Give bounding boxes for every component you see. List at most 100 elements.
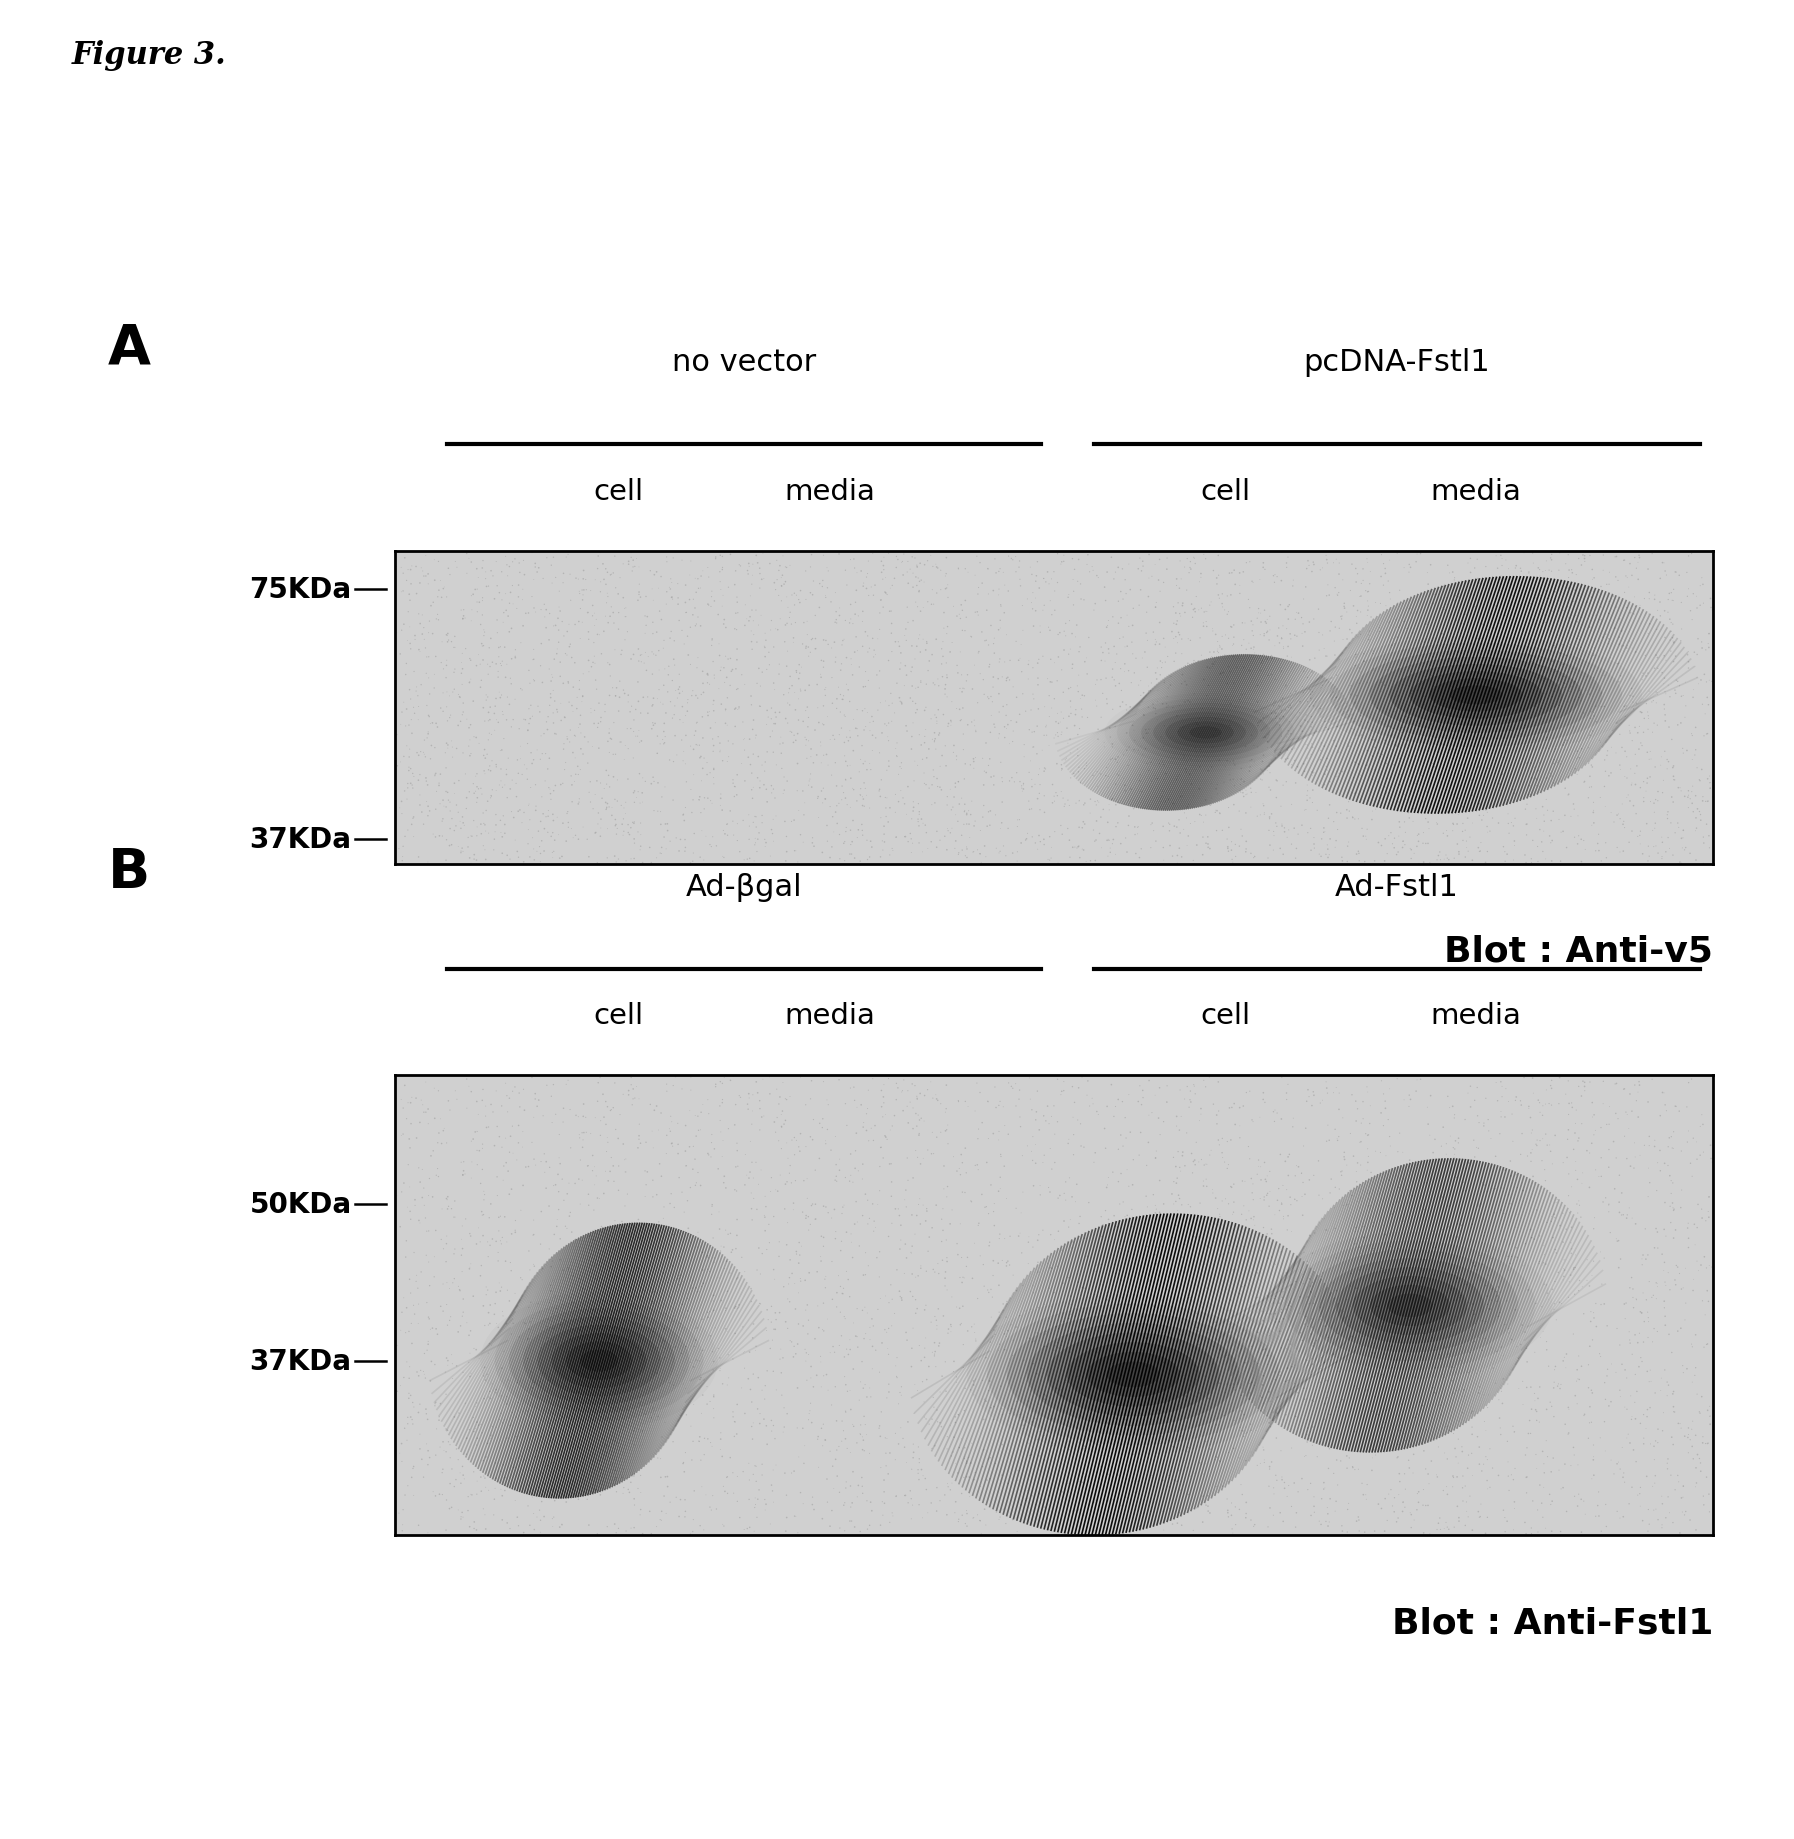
Point <box>1677 721 1706 750</box>
Point <box>1591 1184 1620 1214</box>
Point <box>429 793 457 822</box>
Point <box>1098 785 1127 815</box>
Point <box>1313 831 1342 861</box>
Point <box>579 1315 608 1344</box>
Point <box>1677 1414 1706 1444</box>
Point <box>836 1396 865 1425</box>
Point <box>1589 1067 1618 1096</box>
Point <box>649 822 678 851</box>
Point <box>509 848 538 877</box>
Point <box>1137 1098 1166 1127</box>
Point <box>1114 1451 1143 1480</box>
Point <box>949 1354 978 1383</box>
Point <box>682 1122 710 1151</box>
Point <box>854 581 883 611</box>
Point <box>535 1442 563 1471</box>
Point <box>1329 625 1358 655</box>
Point <box>1347 570 1376 600</box>
Point <box>773 1313 802 1342</box>
Point <box>1584 820 1613 850</box>
Point <box>1109 623 1137 653</box>
Point <box>1634 831 1663 861</box>
Point <box>1021 1105 1049 1135</box>
Point <box>1335 1177 1363 1206</box>
Point <box>696 758 725 787</box>
Point <box>1014 585 1042 614</box>
Point <box>1672 1497 1701 1526</box>
Point <box>1616 754 1645 783</box>
Point <box>637 1210 666 1239</box>
Point <box>942 601 971 631</box>
Point <box>649 1258 678 1287</box>
Point <box>990 1061 1019 1091</box>
Point <box>1241 778 1270 807</box>
Point <box>1032 568 1060 598</box>
Point <box>601 574 630 603</box>
Point <box>413 725 441 754</box>
Point <box>709 817 737 846</box>
Point <box>1299 1392 1328 1422</box>
Point <box>457 850 486 879</box>
Point <box>1159 625 1188 655</box>
Point <box>917 541 945 570</box>
Point <box>945 1210 974 1239</box>
Point <box>974 752 1003 782</box>
Point <box>1067 585 1096 614</box>
Point <box>1685 798 1713 828</box>
Point <box>931 680 960 710</box>
Point <box>1005 1302 1033 1331</box>
Point <box>1308 1258 1337 1287</box>
Point <box>958 787 987 817</box>
Point <box>1466 802 1494 831</box>
Point <box>1236 677 1265 706</box>
Point <box>493 1228 522 1258</box>
Point <box>508 576 536 605</box>
Point <box>899 1491 927 1521</box>
Point <box>1180 1151 1209 1181</box>
Point <box>1055 1164 1084 1194</box>
Point <box>1058 1072 1087 1102</box>
Point <box>762 1451 791 1480</box>
Point <box>1528 817 1557 846</box>
Point <box>947 706 976 736</box>
Point <box>1649 1490 1677 1519</box>
Point <box>409 1462 438 1491</box>
Point <box>1186 1352 1215 1381</box>
Point <box>472 686 501 715</box>
Point <box>1265 1308 1293 1337</box>
Point <box>1512 820 1541 850</box>
Point <box>753 702 782 732</box>
Point <box>1654 1482 1683 1512</box>
Point <box>1487 565 1516 594</box>
Point <box>1197 1379 1225 1409</box>
Point <box>536 680 565 710</box>
Point <box>1650 1216 1679 1245</box>
Point <box>786 1137 814 1166</box>
Point <box>1541 623 1570 653</box>
Point <box>1503 680 1532 710</box>
Point <box>1195 638 1224 668</box>
Point <box>1042 708 1071 737</box>
Point <box>448 1160 477 1190</box>
Point <box>1109 1131 1137 1160</box>
Point <box>1360 726 1389 756</box>
Point <box>1493 747 1521 776</box>
Point <box>1148 745 1177 774</box>
Point <box>1102 640 1130 669</box>
Point <box>1337 1308 1365 1337</box>
Point <box>509 546 538 576</box>
Point <box>1159 1433 1188 1462</box>
Point <box>1480 631 1509 660</box>
Point <box>1421 1379 1450 1409</box>
Point <box>836 605 865 634</box>
Point <box>468 1155 497 1184</box>
Point <box>1349 1223 1378 1252</box>
Point <box>649 1315 678 1344</box>
Point <box>1213 726 1241 756</box>
Point <box>1075 1188 1103 1217</box>
Point <box>475 1203 504 1232</box>
Point <box>863 1243 892 1273</box>
Point <box>899 559 927 588</box>
Point <box>1546 750 1575 780</box>
Point <box>506 1195 535 1225</box>
